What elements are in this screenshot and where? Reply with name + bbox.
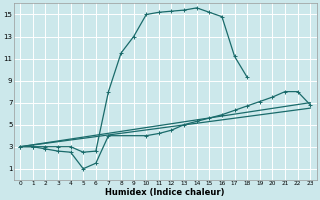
X-axis label: Humidex (Indice chaleur): Humidex (Indice chaleur) xyxy=(106,188,225,197)
